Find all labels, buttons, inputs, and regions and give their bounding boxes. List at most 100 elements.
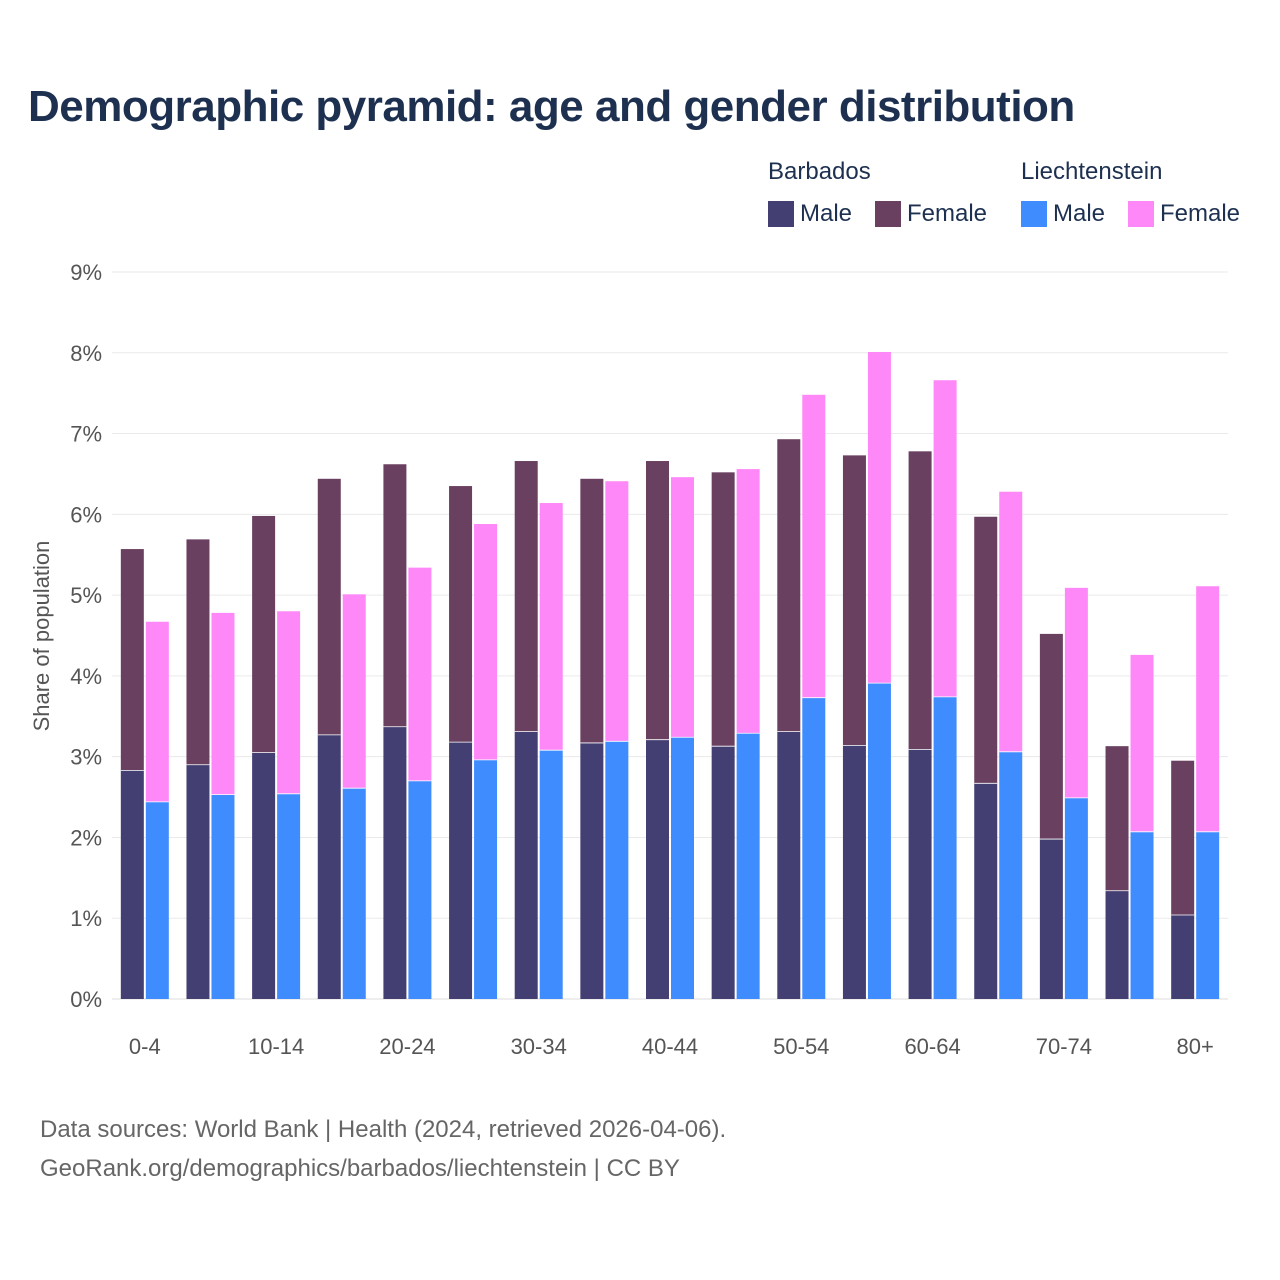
- bar-liechtenstein-female: [999, 491, 1023, 752]
- bar-barbados-male: [383, 726, 407, 999]
- x-tick-label: 40-44: [642, 1034, 698, 1059]
- bar-liechtenstein-female: [671, 477, 694, 738]
- bar-barbados-female: [1039, 633, 1063, 840]
- bar-liechtenstein-female: [145, 621, 169, 802]
- bar-barbados-female: [1105, 746, 1129, 891]
- bar-liechtenstein-female: [342, 594, 366, 789]
- bar-liechtenstein-male: [1130, 831, 1154, 999]
- bar-barbados-female: [842, 455, 866, 746]
- legend-group-barbados: Barbados: [768, 158, 871, 185]
- x-tick-label: 50-54: [773, 1034, 829, 1059]
- bar-barbados-male: [449, 742, 473, 999]
- legend-item-liechtenstein-female: Female: [1128, 200, 1240, 228]
- bar-liechtenstein-male: [671, 737, 694, 999]
- bar-liechtenstein-female: [1064, 587, 1088, 798]
- y-tick-label: 4%: [70, 664, 102, 689]
- legend-label: Male: [1053, 200, 1106, 227]
- bar-liechtenstein-male: [408, 780, 432, 999]
- bar-liechtenstein-female: [1196, 586, 1220, 832]
- bar-barbados-male: [974, 783, 998, 999]
- footer-link[interactable]: GeoRank.org/demographics/barbados/liecht…: [40, 1155, 680, 1182]
- legend-swatch: [875, 201, 901, 227]
- y-tick-label: 7%: [70, 422, 102, 447]
- legend-label: Male: [800, 200, 853, 227]
- y-tick-label: 1%: [70, 906, 102, 931]
- bar-liechtenstein-male: [1064, 797, 1088, 999]
- y-tick-label: 5%: [70, 583, 102, 608]
- chart-title: Demographic pyramid: age and gender dist…: [28, 82, 1075, 131]
- bar-barbados-male: [580, 742, 604, 999]
- x-tick-label: 20-24: [379, 1034, 435, 1059]
- bar-liechtenstein-female: [408, 567, 432, 781]
- bar-barbados-female: [317, 478, 341, 735]
- bar-barbados-male: [317, 734, 341, 999]
- legend-label: Female: [1160, 200, 1241, 227]
- x-tick-label: 70-74: [1036, 1034, 1092, 1059]
- bar-liechtenstein-male: [1196, 831, 1220, 999]
- bar-liechtenstein-female: [802, 394, 826, 698]
- y-tick-label: 6%: [70, 502, 102, 527]
- bar-barbados-female: [580, 478, 604, 743]
- bar-barbados-female: [449, 486, 473, 743]
- y-tick-label: 9%: [70, 260, 102, 285]
- bar-barbados-female: [646, 461, 669, 740]
- legend-swatch: [768, 201, 794, 227]
- bar-barbados-female: [186, 539, 210, 765]
- bar-liechtenstein-female: [277, 611, 301, 794]
- bar-barbados-male: [777, 731, 801, 999]
- legend-group-liechtenstein: Liechtenstein: [1021, 158, 1163, 185]
- bar-barbados-male: [1105, 890, 1129, 999]
- legend-item-barbados-female: Female: [875, 200, 987, 228]
- bar-liechtenstein-female: [539, 503, 563, 751]
- bar-barbados-female: [514, 461, 538, 732]
- bar-barbados-male: [186, 764, 210, 999]
- x-tick-label: 10-14: [248, 1034, 304, 1059]
- bar-barbados-female: [711, 472, 735, 747]
- bar-barbados-male: [646, 739, 669, 999]
- bar-liechtenstein-male: [802, 697, 826, 999]
- legend-label: Female: [907, 200, 988, 227]
- bar-barbados-male: [514, 731, 538, 999]
- bar-liechtenstein-female: [933, 380, 957, 697]
- bar-liechtenstein-male: [867, 683, 891, 999]
- bar-liechtenstein-female: [736, 469, 760, 734]
- y-tick-label: 3%: [70, 745, 102, 770]
- bar-liechtenstein-male: [474, 759, 498, 999]
- bar-liechtenstein-male: [539, 750, 563, 999]
- bar-liechtenstein-female: [605, 481, 629, 742]
- bar-liechtenstein-female: [211, 612, 235, 795]
- footer-sources: Data sources: World Bank | Health (2024,…: [40, 1116, 727, 1143]
- bar-liechtenstein-male: [277, 793, 301, 999]
- bar-liechtenstein-male: [211, 794, 235, 999]
- bar-barbados-female: [383, 464, 407, 727]
- bar-liechtenstein-male: [933, 696, 957, 999]
- legend-item-liechtenstein-male: Male: [1021, 200, 1105, 228]
- bar-liechtenstein-male: [145, 801, 169, 999]
- bar-barbados-female: [974, 516, 998, 784]
- legend-swatch: [1128, 201, 1154, 227]
- legend-swatch: [1021, 201, 1047, 227]
- bar-barbados-male: [252, 752, 276, 999]
- bar-liechtenstein-female: [867, 351, 891, 684]
- bar-barbados-male: [1039, 839, 1063, 999]
- y-tick-label: 2%: [70, 825, 102, 850]
- bar-barbados-female: [908, 451, 932, 750]
- bar-barbados-female: [252, 515, 276, 753]
- y-tick-label: 8%: [70, 341, 102, 366]
- bar-barbados-male: [842, 745, 866, 999]
- x-tick-label: 0-4: [129, 1034, 161, 1059]
- bar-liechtenstein-female: [1130, 654, 1154, 832]
- bar-barbados-male: [711, 746, 735, 999]
- x-tick-label: 60-64: [904, 1034, 960, 1059]
- bar-barbados-female: [1171, 760, 1195, 915]
- bar-barbados-female: [120, 549, 144, 771]
- bar-liechtenstein-male: [999, 751, 1023, 999]
- bar-barbados-male: [120, 770, 144, 999]
- x-tick-label: 30-34: [511, 1034, 567, 1059]
- bar-barbados-male: [908, 749, 932, 999]
- bar-liechtenstein-male: [605, 741, 629, 999]
- x-tick-label: 80+: [1177, 1034, 1214, 1059]
- legend-item-barbados-male: Male: [768, 200, 852, 228]
- bar-liechtenstein-male: [736, 733, 760, 999]
